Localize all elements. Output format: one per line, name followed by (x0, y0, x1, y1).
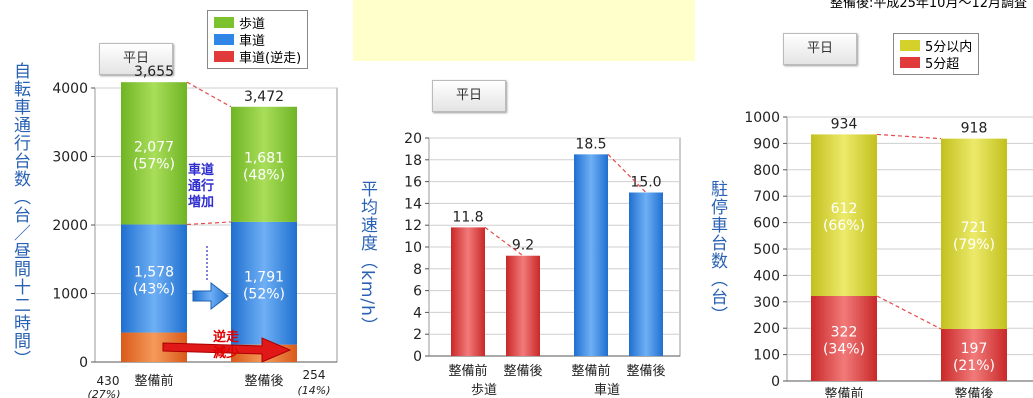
data-label: 430 (97, 374, 120, 388)
total-label: 918 (961, 121, 988, 137)
connector-line (877, 296, 941, 329)
callout-decrease: 逆走 減少 (213, 330, 239, 362)
x-tick-label: 整備前 (571, 363, 610, 379)
x-tick-label: 整備後 (503, 363, 542, 379)
data-label: 1,681 (244, 150, 284, 166)
callout-increase: 車道 通行 増加 (188, 163, 214, 211)
data-label: 721 (961, 220, 988, 236)
bar (451, 227, 485, 356)
x-tick-label: 整備後 (954, 386, 993, 398)
data-label: (43%) (133, 281, 175, 297)
x-tick-label: 整備前 (448, 363, 487, 379)
connector-line (187, 222, 231, 225)
x-tick-label: 整備後 (626, 363, 665, 379)
data-label: 612 (831, 201, 858, 217)
y-tick-label: 400 (753, 268, 780, 284)
data-label: (14%) (297, 384, 330, 397)
bar (506, 256, 540, 356)
data-label: (79%) (953, 237, 995, 253)
data-label: 18.5 (575, 136, 606, 152)
total-label: 3,472 (244, 89, 284, 105)
y-tick-label: 4000 (52, 81, 88, 97)
y-tick-label: 3000 (52, 150, 88, 166)
data-label: (66%) (823, 218, 865, 234)
y-tick-label: 0 (413, 349, 422, 365)
x-tick-label: 整備前 (134, 373, 173, 389)
data-label: 2,077 (134, 139, 174, 155)
y-tick-label: 8 (413, 262, 422, 278)
y-tick-label: 2000 (52, 218, 88, 234)
data-label: 197 (961, 341, 988, 357)
arrow-icon (193, 283, 228, 309)
bar (574, 154, 608, 356)
y-tick-label: 0 (79, 355, 88, 371)
y-tick-label: 200 (753, 321, 780, 337)
y-tick-label: 1000 (52, 287, 88, 303)
y-tick-label: 0 (771, 374, 780, 390)
y-tick-label: 12 (404, 218, 422, 234)
data-label: 1,578 (134, 264, 174, 280)
y-tick-label: 16 (404, 175, 422, 191)
total-label: 3,655 (134, 64, 174, 80)
y-tick-label: 14 (404, 196, 422, 212)
data-label: 11.8 (452, 209, 483, 225)
data-label: (48%) (243, 167, 285, 183)
x-tick-label: 整備前 (824, 386, 863, 398)
y-tick-label: 6 (413, 284, 422, 300)
x-tick-label: 整備後 (244, 373, 283, 389)
data-label: 322 (831, 324, 858, 340)
bar (629, 193, 663, 357)
connector-line (877, 134, 941, 138)
data-label: 9.2 (512, 238, 534, 254)
data-label: (27%) (87, 388, 120, 398)
data-label: 254 (303, 368, 326, 382)
data-label: 1,791 (244, 269, 284, 285)
connector-line (187, 82, 231, 107)
y-tick-label: 600 (753, 216, 780, 232)
data-label: (52%) (243, 286, 285, 302)
y-tick-label: 2 (413, 327, 422, 343)
data-label: (34%) (823, 341, 865, 357)
y-tick-label: 500 (753, 242, 780, 258)
data-label: (21%) (953, 358, 995, 374)
y-tick-label: 4 (413, 305, 422, 321)
data-label: (57%) (133, 156, 175, 172)
group-label: 車道 (594, 383, 620, 398)
y-tick-label: 10 (404, 240, 422, 256)
y-tick-label: 100 (753, 348, 780, 364)
group-label: 歩道 (471, 383, 497, 398)
y-tick-label: 20 (404, 131, 422, 147)
y-tick-label: 800 (753, 163, 780, 179)
y-tick-label: 900 (753, 136, 780, 152)
y-tick-label: 300 (753, 295, 780, 311)
y-tick-label: 700 (753, 189, 780, 205)
y-tick-label: 1000 (744, 110, 780, 126)
data-label: 15.0 (630, 175, 661, 191)
y-tick-label: 18 (404, 153, 422, 169)
total-label: 934 (831, 116, 858, 132)
